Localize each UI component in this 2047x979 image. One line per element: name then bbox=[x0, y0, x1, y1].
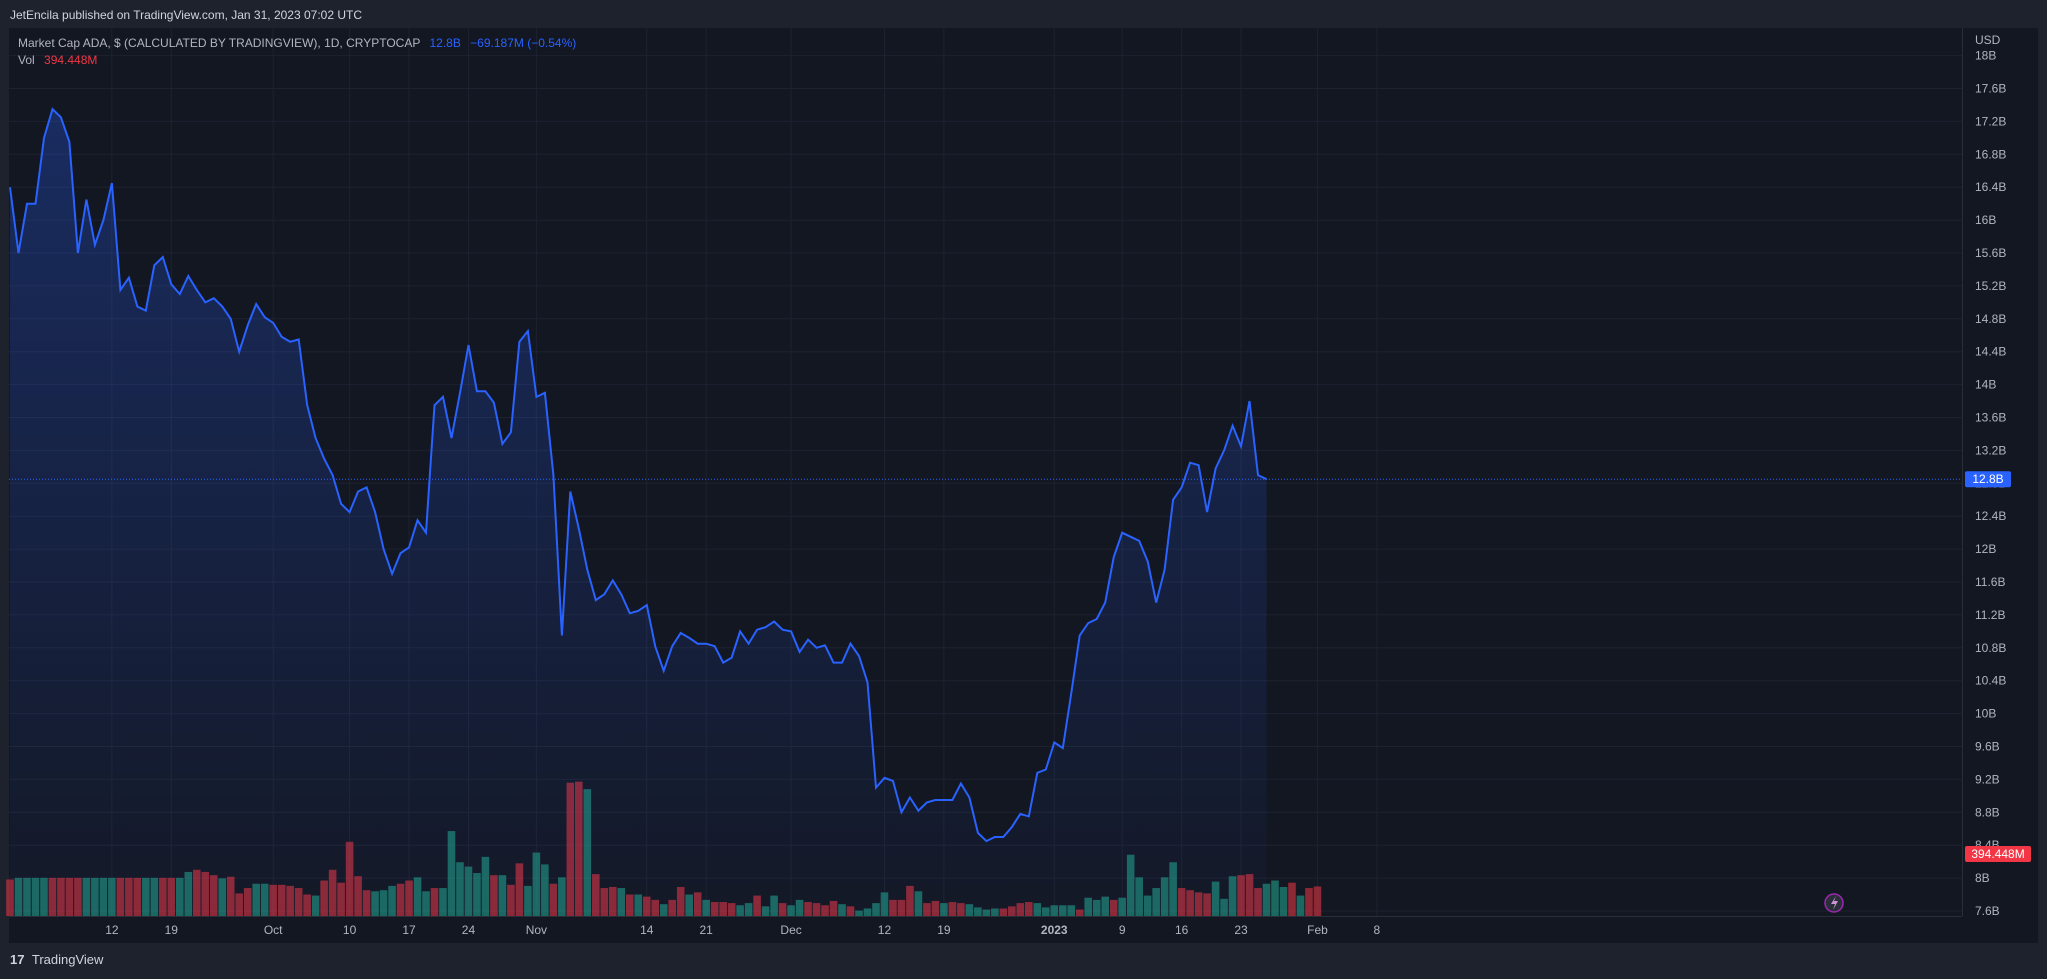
volume-bar bbox=[1305, 888, 1313, 916]
x-tick-label: Nov bbox=[526, 923, 547, 937]
volume-tag: 394.448M bbox=[1971, 847, 2024, 861]
y-tick-label: 9.2B bbox=[1975, 772, 2000, 786]
price-tag: 12.8B bbox=[1972, 472, 2003, 486]
x-tick-label: 14 bbox=[640, 923, 654, 937]
y-tick-label: 15.6B bbox=[1975, 246, 2006, 260]
lightning-icon[interactable] bbox=[1824, 893, 1844, 913]
chart-legend: Market Cap ADA, $ (CALCULATED BY TRADING… bbox=[18, 35, 576, 69]
price-tags: 12.8B 394.448M bbox=[1965, 471, 2031, 862]
y-tick-label: 14.8B bbox=[1975, 312, 2006, 326]
y-tick-label: 14.4B bbox=[1975, 345, 2006, 359]
volume-bar bbox=[1288, 882, 1296, 916]
y-tick-label: 18B bbox=[1975, 49, 1996, 63]
y-tick-label: 14B bbox=[1975, 378, 1996, 392]
price-axis[interactable]: USD 18B 17.6B 17.2B 16.8B 16.4B 16B 15.6B 15.2B 1… bbox=[1962, 28, 2007, 918]
volume-value: 394.448M bbox=[44, 53, 98, 67]
x-tick-label: 10 bbox=[343, 923, 357, 937]
y-tick-label: 13.2B bbox=[1975, 443, 2006, 457]
x-tick-label: 23 bbox=[1234, 923, 1248, 937]
x-tick-label: 19 bbox=[165, 923, 179, 937]
y-tick-label: 8B bbox=[1975, 871, 1990, 885]
tradingview-logo-icon: 17 bbox=[10, 952, 25, 967]
y-tick-label: 11.6B bbox=[1975, 575, 2005, 589]
y-tick-label: 17.2B bbox=[1975, 114, 2006, 128]
publisher-text: JetEncila published on TradingView.com, … bbox=[10, 8, 362, 22]
last-value: 12.8B bbox=[429, 36, 461, 50]
y-tick-label: 9.6B bbox=[1975, 740, 2000, 754]
symbol-label[interactable]: Market Cap ADA, $ (CALCULATED BY TRADING… bbox=[18, 36, 421, 50]
volume-bar bbox=[1279, 886, 1288, 916]
x-tick-label: 17 bbox=[402, 923, 416, 937]
y-tick-label: 12B bbox=[1975, 542, 1996, 556]
x-tick-label: 8 bbox=[1374, 923, 1381, 937]
y-tick-label: 10.4B bbox=[1975, 674, 2006, 688]
volume-tag-bg bbox=[1965, 846, 2031, 862]
x-tick-label: Oct bbox=[264, 923, 283, 937]
y-tick-label: 16B bbox=[1975, 213, 1996, 227]
x-tick-label: 2023 bbox=[1041, 923, 1068, 937]
volume-bar bbox=[1271, 880, 1279, 916]
x-tick-label: 12 bbox=[878, 923, 892, 937]
volume-label[interactable]: Vol bbox=[18, 53, 35, 67]
y-tick-label: 10.8B bbox=[1975, 641, 2006, 655]
price-tag-bg bbox=[1965, 471, 2011, 488]
publisher-bar: JetEncila published on TradingView.com, … bbox=[0, 0, 2047, 28]
y-tick-label: 7.6B bbox=[1975, 904, 2000, 918]
y-tick-label: 16.4B bbox=[1975, 180, 2006, 194]
y-tick-label: 16.8B bbox=[1975, 147, 2006, 161]
x-tick-label: 21 bbox=[700, 923, 714, 937]
y-tick-label: 8.8B bbox=[1975, 805, 2000, 819]
brand-label: TradingView bbox=[31, 952, 104, 967]
y-tick-label: 17.6B bbox=[1975, 82, 2006, 96]
change-value: −69.187M (−0.54%) bbox=[470, 36, 577, 50]
currency-label: USD bbox=[1975, 33, 2001, 47]
x-tick-label: Feb bbox=[1307, 923, 1328, 937]
volume-bar bbox=[1313, 886, 1322, 916]
volume-bar bbox=[1296, 895, 1305, 916]
y-tick-label: 13.6B bbox=[1975, 411, 2006, 425]
tradingview-footer[interactable]: 17 TradingView bbox=[10, 952, 103, 967]
y-tick-label: 12.4B bbox=[1975, 509, 2006, 523]
y-tick-label: 11.2B bbox=[1975, 608, 2005, 622]
x-tick-label: 19 bbox=[937, 923, 951, 937]
volume-bar bbox=[1262, 883, 1271, 916]
y-tick-label: 10B bbox=[1975, 707, 1996, 721]
market-cap-area bbox=[10, 109, 1267, 917]
x-tick-label: Dec bbox=[780, 923, 801, 937]
market-cap-line bbox=[9, 107, 1267, 843]
x-tick-label: 24 bbox=[462, 923, 476, 937]
x-tick-label: 16 bbox=[1175, 923, 1189, 937]
y-tick-label: 15.2B bbox=[1975, 279, 2006, 293]
time-axis[interactable]: 12 19 Oct 10 17 24 Nov 14 21 Dec 12 19 2023 9 16 23 Feb 8 bbox=[9, 916, 1962, 938]
x-tick-label: 12 bbox=[105, 923, 119, 937]
x-tick-label: 9 bbox=[1119, 923, 1126, 937]
